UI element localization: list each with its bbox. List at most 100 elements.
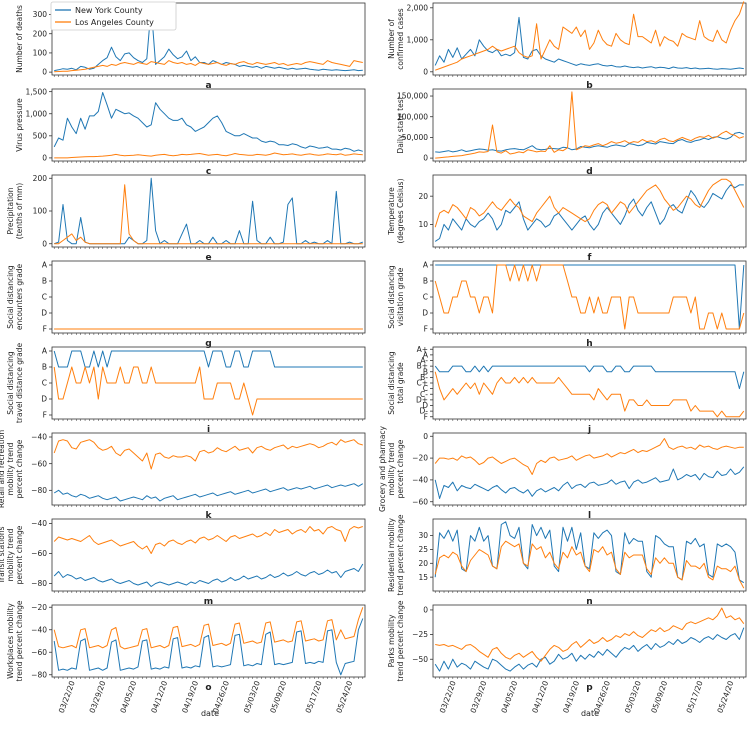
panel-o: −80 −60 −40 −20 Workplaces mobility trend per… <box>6 600 366 714</box>
x-tick-label: 03/29/20 <box>469 679 489 714</box>
panel-g-frame <box>51 260 366 334</box>
panel-letter: l <box>588 511 591 521</box>
panel-letter: p <box>586 683 593 693</box>
y-axis-title: (tenths of mm) <box>15 183 24 239</box>
y-tick-label: 1,500 <box>26 87 48 96</box>
y-tick-label: C- <box>420 390 428 399</box>
x-tick-label: 05/24/20 <box>715 679 735 714</box>
panel-letter: j <box>587 425 591 435</box>
y-tick-label: C <box>423 384 428 393</box>
series-line-los-angeles-county <box>53 607 364 650</box>
y-tick-label: 0 <box>42 154 47 163</box>
panel-k: −80 −60 −40 Retail and recreation mobility t… <box>0 430 366 521</box>
panel-letter: o <box>205 683 211 693</box>
panel-p: −50 −25 0 Parks mobility trend percent chang… <box>387 600 747 714</box>
y-axis-title: Residential mobility <box>387 517 396 592</box>
y-tick-label: B <box>42 363 47 372</box>
panel-letter: g <box>205 339 211 349</box>
panel-f: 10 20 Temperature (degrees Celsius) f <box>387 174 747 263</box>
y-tick-label: −20 <box>31 603 47 612</box>
x-tick-label: 05/24/20 <box>334 679 354 714</box>
y-tick-label: 0 <box>42 68 47 77</box>
y-axis-title: trend percent change <box>396 514 405 595</box>
y-tick-label: A <box>42 261 48 270</box>
y-tick-label: 0 <box>423 432 428 441</box>
y-tick-label: 200 <box>33 29 48 38</box>
series-line-new-york-county <box>434 184 744 242</box>
y-tick-label: C <box>42 293 47 302</box>
legend: New York County Los Angeles County <box>50 1 177 31</box>
y-tick-label: D+ <box>416 395 428 404</box>
y-axis-title: confirmed cases <box>396 8 405 69</box>
y-tick-label: 30 <box>418 531 428 540</box>
y-axis-title: Social distancing <box>6 265 15 329</box>
series-line-los-angeles-county <box>435 607 745 662</box>
y-tick-label: −80 <box>31 579 47 588</box>
series-line-new-york-county <box>53 618 364 676</box>
x-tick-label: 03/22/20 <box>438 679 458 714</box>
panel-d-frame <box>432 88 747 162</box>
panel-n: 15 20 25 30 Residential mobility trend percen… <box>387 514 747 607</box>
y-tick-label: 1,000 <box>26 109 48 118</box>
y-tick-label: 1,000 <box>407 35 429 44</box>
y-tick-label: 2,000 <box>407 3 429 12</box>
series-line-new-york-county <box>434 365 745 390</box>
y-axis-title: mobility trend <box>6 528 15 581</box>
y-tick-label: D- <box>420 407 429 416</box>
y-axis-title: Number of <box>387 19 396 59</box>
y-tick-label: 20 <box>418 559 428 568</box>
y-axis-title: Retail and recreation <box>0 430 6 508</box>
y-tick-label: −80 <box>31 486 47 495</box>
y-tick-label: A <box>42 347 48 356</box>
panel-l: −60 −40 −20 0 Grocery and pharmacy mobility t… <box>378 425 747 521</box>
y-tick-label: B- <box>420 373 428 382</box>
series-line-los-angeles-county <box>54 152 363 159</box>
legend-frame <box>50 1 177 31</box>
y-tick-label: 20 <box>418 192 428 201</box>
y-axis-title: Grocery and pharmacy <box>378 425 387 512</box>
y-axis-title: travel distance grade <box>15 343 24 424</box>
y-tick-label: C <box>42 379 47 388</box>
series-line-new-york-county <box>53 92 363 152</box>
x-tick-label: 04/12/20 <box>149 679 169 714</box>
series-line-los-angeles-county <box>53 439 363 470</box>
y-tick-label: F <box>424 325 428 334</box>
y-tick-label: A <box>423 350 429 359</box>
x-tick-label: 05/03/20 <box>623 679 643 714</box>
panel-a: 0 100 200 300 Number of deaths a <box>15 2 366 91</box>
y-tick-label: −20 <box>412 454 428 463</box>
y-axis-title: visitation grade <box>396 267 405 326</box>
x-tick-label: 05/17/20 <box>304 679 324 714</box>
series-line-new-york-county <box>435 131 744 153</box>
y-tick-label: −40 <box>31 625 47 634</box>
panel-letter: h <box>586 339 592 349</box>
y-tick-label: D <box>41 395 47 404</box>
y-axis-title: percent change <box>15 439 24 498</box>
y-tick-label: −40 <box>31 519 47 528</box>
x-tick-label: 04/19/20 <box>561 679 581 714</box>
y-axis-title: Social distancing <box>387 351 396 415</box>
x-tick-label: 03/29/20 <box>88 679 108 714</box>
y-tick-label: 100 <box>33 207 48 216</box>
x-tick-label: 05/09/20 <box>649 679 669 714</box>
y-tick-label: B <box>423 367 428 376</box>
panel-letter: c <box>206 167 211 177</box>
y-tick-label: 300 <box>33 10 48 19</box>
y-axis-title: Virus pressure <box>15 98 24 152</box>
x-tick-label: 04/05/20 <box>499 679 519 714</box>
panel-m: −80 −60 −40 Transit stations mobility trend p… <box>0 518 366 607</box>
x-tick-label: 05/09/20 <box>268 679 288 714</box>
y-tick-label: A <box>423 261 429 270</box>
y-tick-label: 15 <box>418 573 428 582</box>
y-tick-label: 0 <box>423 606 428 615</box>
y-axis-title: Transit stations <box>0 526 6 584</box>
panel-l-frame <box>432 432 747 506</box>
y-axis-title: total grade <box>396 362 405 404</box>
x-axis-title-left: date <box>201 709 219 718</box>
series-line-los-angeles-county <box>53 526 363 554</box>
y-axis-title: trend percent change <box>396 600 405 681</box>
y-tick-label: 150,000 <box>397 92 428 101</box>
